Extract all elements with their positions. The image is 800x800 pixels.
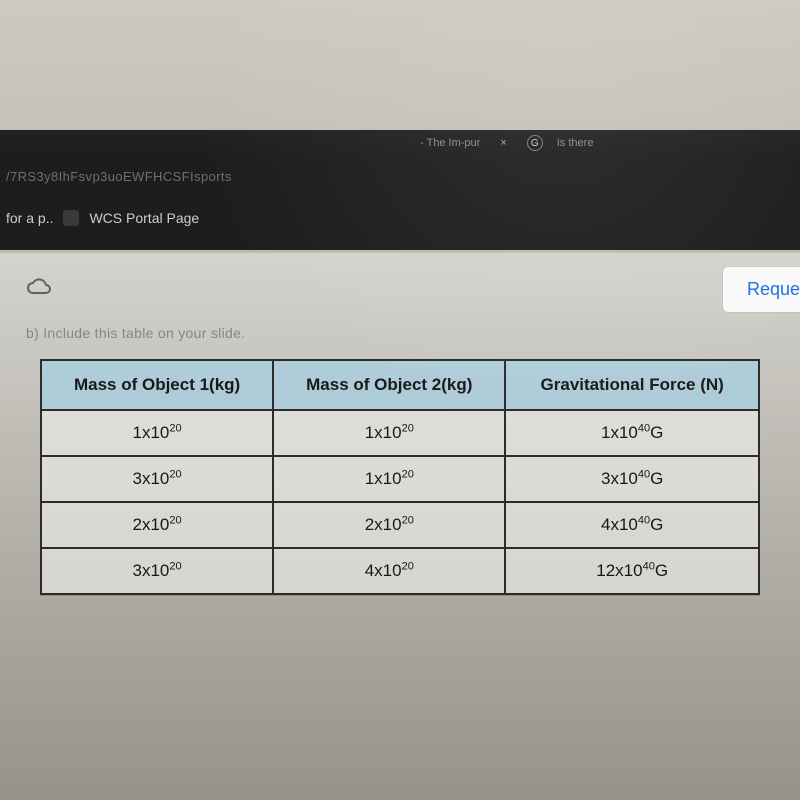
browser-chrome: - The Im-pur × G Is there /7RS3y8IhFsvp3… (0, 130, 800, 250)
table-cell: 3x1040G (505, 456, 759, 502)
table-cell: 3x1020 (41, 456, 273, 502)
table-cell: 4x1040G (505, 502, 759, 548)
table-cell: 1x1040G (505, 410, 759, 456)
table-row: 3x10201x10203x1040G (41, 456, 759, 502)
table-row: 3x10204x102012x1040G (41, 548, 759, 594)
gravitational-force-table: Mass of Object 1(kg) Mass of Object 2(kg… (40, 359, 760, 595)
table-cell: 2x1020 (273, 502, 505, 548)
table-cell: 1x1020 (41, 410, 273, 456)
col-header-mass1: Mass of Object 1(kg) (41, 360, 273, 410)
table-header-row: Mass of Object 1(kg) Mass of Object 2(kg… (41, 360, 759, 410)
address-bar[interactable]: /7RS3y8IhFsvp3uoEWFHCSFIsports (0, 156, 800, 196)
table-cell: 1x1020 (273, 456, 505, 502)
tab-close-icon[interactable]: × (494, 137, 512, 149)
table-cell: 12x1040G (505, 548, 759, 594)
request-button-label: Request (747, 279, 800, 299)
bookmarks-bar: for a p.. WCS Portal Page (0, 196, 800, 240)
col-header-force: Gravitational Force (N) (505, 360, 759, 410)
request-edit-access-button[interactable]: Request (722, 266, 800, 313)
google-g-icon: G (527, 135, 543, 151)
url-text: /7RS3y8IhFsvp3uoEWFHCSFIsports (6, 169, 232, 184)
bookmark-label: WCS Portal Page (89, 210, 199, 226)
table-row: 2x10202x10204x1040G (41, 502, 759, 548)
table-cell: 1x1020 (273, 410, 505, 456)
instruction-text: b) Include this table on your slide. (0, 325, 800, 351)
bookmark-item[interactable]: for a p.. (6, 210, 53, 226)
tab-strip: - The Im-pur × G Is there (0, 130, 800, 156)
bookmark-label: for a p.. (6, 210, 53, 226)
table-row: 1x10201x10201x1040G (41, 410, 759, 456)
bookmark-item[interactable]: WCS Portal Page (89, 210, 199, 226)
doc-toolbar: Request (0, 253, 800, 325)
table-cell: 4x1020 (273, 548, 505, 594)
tab-title-fragment: - The Im-pur (420, 137, 480, 149)
document-area: Request b) Include this table on your sl… (0, 252, 800, 800)
tab-title-right: Is there (557, 137, 594, 149)
cloud-saved-icon[interactable] (26, 277, 52, 302)
table-cell: 3x1020 (41, 548, 273, 594)
table-body: 1x10201x10201x1040G3x10201x10203x1040G2x… (41, 410, 759, 594)
bookmark-favicon-icon (63, 210, 79, 226)
table-cell: 2x1020 (41, 502, 273, 548)
col-header-mass2: Mass of Object 2(kg) (273, 360, 505, 410)
